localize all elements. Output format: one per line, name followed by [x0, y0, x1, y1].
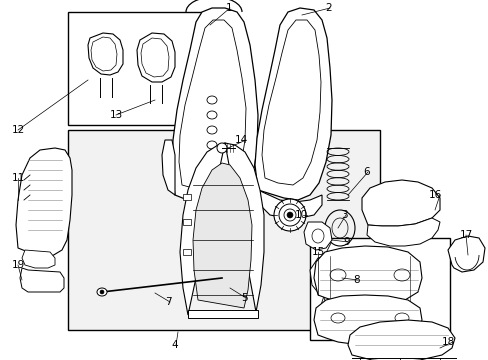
Polygon shape [16, 148, 72, 256]
Ellipse shape [273, 199, 305, 231]
Bar [187, 310, 258, 318]
Text: 9: 9 [343, 237, 349, 247]
Polygon shape [180, 143, 264, 315]
Text: 4: 4 [171, 340, 178, 350]
Ellipse shape [217, 143, 226, 153]
Polygon shape [22, 250, 55, 268]
Text: 5: 5 [241, 293, 247, 303]
Polygon shape [313, 246, 421, 305]
Text: 7: 7 [165, 297, 172, 307]
Bar [183, 249, 191, 255]
Polygon shape [258, 190, 321, 218]
Text: 15: 15 [311, 247, 325, 257]
Bar [68, 12, 213, 125]
Text: 12: 12 [12, 125, 25, 135]
Polygon shape [347, 320, 454, 360]
Text: 14: 14 [234, 135, 247, 145]
Bar [183, 219, 191, 225]
Text: 13: 13 [110, 110, 123, 120]
Polygon shape [137, 33, 175, 82]
Polygon shape [162, 140, 175, 195]
Bar [309, 238, 449, 340]
Text: 16: 16 [428, 190, 441, 200]
Polygon shape [447, 236, 484, 272]
Polygon shape [193, 163, 251, 308]
Ellipse shape [286, 212, 292, 218]
Text: 8: 8 [353, 275, 359, 285]
Text: 10: 10 [294, 210, 307, 220]
Polygon shape [20, 268, 64, 292]
Polygon shape [309, 256, 349, 298]
Text: 3: 3 [341, 210, 347, 220]
Ellipse shape [97, 288, 107, 296]
Bar [68, 130, 379, 330]
Text: 19: 19 [12, 260, 25, 270]
Polygon shape [172, 8, 258, 210]
Polygon shape [254, 8, 331, 200]
Polygon shape [313, 295, 421, 345]
Polygon shape [366, 218, 439, 246]
Text: 17: 17 [459, 230, 472, 240]
Text: 6: 6 [363, 167, 369, 177]
Text: 18: 18 [441, 337, 454, 347]
Polygon shape [88, 33, 123, 75]
Bar [183, 194, 191, 200]
Text: 11: 11 [12, 173, 25, 183]
Text: 1: 1 [225, 3, 231, 13]
Polygon shape [361, 180, 439, 226]
Text: 2: 2 [325, 3, 331, 13]
Polygon shape [304, 222, 331, 250]
Ellipse shape [100, 290, 104, 294]
